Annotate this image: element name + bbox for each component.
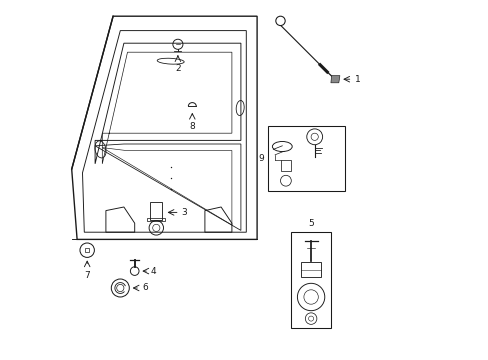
Bar (267, 126, 345, 191)
Text: 6: 6 (142, 284, 147, 292)
Text: 2: 2 (175, 64, 181, 73)
Text: 5: 5 (307, 219, 313, 228)
Bar (150, 202, 162, 220)
Bar (85, 248, 89, 252)
Circle shape (275, 16, 285, 26)
Text: 8: 8 (189, 122, 195, 131)
Bar (301, 262, 321, 277)
Polygon shape (330, 76, 339, 83)
Text: 1: 1 (355, 75, 361, 84)
Bar (280, 160, 291, 171)
Text: 3: 3 (181, 208, 187, 217)
Bar (147, 218, 164, 221)
Text: 9: 9 (258, 154, 264, 163)
Text: 7: 7 (84, 271, 90, 280)
Text: 4: 4 (151, 266, 156, 276)
Bar (291, 232, 330, 328)
